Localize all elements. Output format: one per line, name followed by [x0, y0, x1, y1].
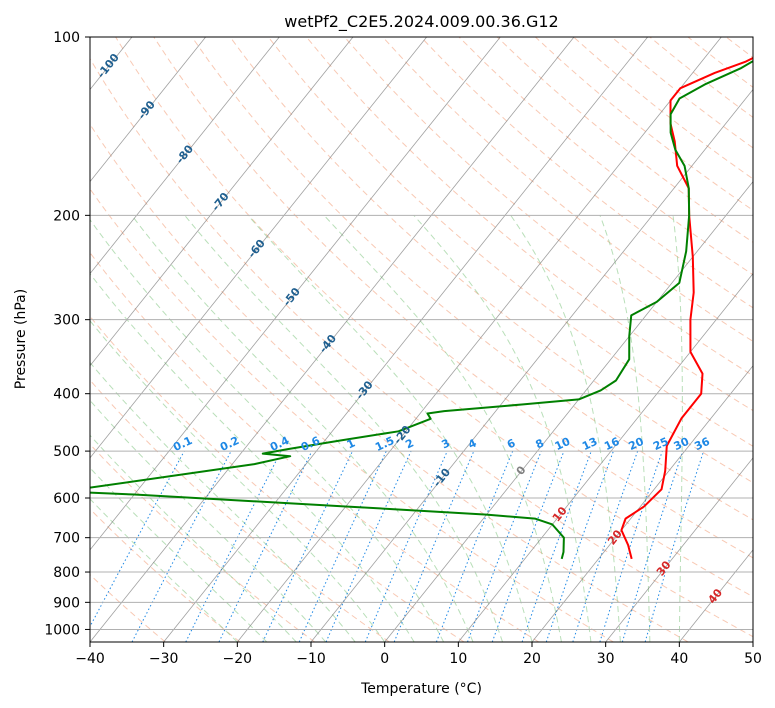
mixing-ratio-line — [599, 450, 663, 642]
sounding-series — [90, 56, 753, 560]
y-axis-ticks: 100 200 300 400 500 600 700 800 900 1000 — [44, 30, 90, 638]
y-tick-label: 600 — [53, 491, 80, 507]
dry-adiabat-line — [90, 443, 315, 642]
moist-adiabat-line — [510, 215, 621, 642]
isotherm-line — [237, 37, 722, 642]
isotherm-line — [90, 37, 354, 367]
isotherm-line — [90, 37, 501, 551]
mixing-ratio-label: 36 — [692, 435, 712, 453]
dry-adiabat-line — [229, 37, 753, 484]
y-tick-label: 200 — [53, 208, 80, 224]
dry-adiabat-line — [90, 315, 465, 642]
moist-adiabat-line — [90, 467, 268, 642]
mixing-ratio-line — [521, 450, 592, 642]
mixing-ratio-line — [325, 450, 412, 642]
moist-adiabat-line — [413, 215, 592, 642]
mixing-ratio-line — [435, 450, 514, 642]
dry-adiabat-line — [90, 251, 540, 642]
moist-adiabat-line — [90, 218, 445, 642]
mixing-ratio-label: 25 — [651, 435, 670, 453]
x-tick-label: 30 — [597, 651, 615, 667]
pressure-gridlines — [90, 37, 753, 630]
isotherm-line — [458, 273, 753, 642]
mixing-ratio-label: 16 — [602, 435, 622, 453]
y-tick-label: 500 — [53, 444, 80, 460]
mixing-ratio-line — [90, 450, 185, 628]
moist-adiabat-line — [90, 434, 297, 642]
chart-title: wetPf2_C2E5.2024.009.00.36.G12 — [284, 12, 558, 32]
mixing-ratio-line — [621, 450, 684, 642]
mixing-ratio-line — [185, 450, 282, 642]
moist-adiabat-line — [90, 319, 386, 642]
y-axis-label: Pressure (hPa) — [13, 289, 29, 389]
moist-adiabat-line — [90, 361, 356, 642]
y-tick-label: 1000 — [44, 622, 80, 638]
mixing-ratio-label: 10 — [553, 435, 573, 453]
dewpoint-line — [90, 59, 753, 560]
dry-adiabat-line — [306, 37, 753, 412]
moist-adiabat-line — [672, 215, 683, 642]
moist-adiabat-line — [184, 215, 504, 642]
x-axis-label: Temperature (°C) — [360, 681, 482, 697]
y-tick-label: 700 — [53, 531, 80, 547]
dry-adiabat-line — [90, 123, 689, 642]
y-tick-label: 100 — [53, 30, 80, 46]
x-tick-label: 40 — [670, 651, 688, 667]
moist-adiabat-line — [90, 399, 327, 642]
moist-adiabat-line — [599, 215, 651, 642]
temperature-line — [620, 56, 753, 560]
moist-adiabat-line — [90, 498, 238, 642]
isotherm-line — [310, 88, 753, 642]
mixing-ratio-line — [491, 450, 565, 642]
mixing-ratio-lines — [90, 450, 705, 642]
isotherm-line — [90, 37, 280, 275]
x-tick-label: 10 — [449, 651, 467, 667]
mixing-ratio-label: 13 — [580, 435, 599, 453]
mixing-ratio-line — [364, 450, 448, 642]
mixing-ratio-label: 30 — [672, 435, 692, 453]
moist-adiabat-line — [247, 215, 533, 642]
x-tick-label: 50 — [744, 651, 762, 667]
dry-adiabat-line — [90, 188, 614, 642]
x-tick-label: −10 — [296, 651, 326, 667]
mixing-ratio-label: 20 — [627, 435, 647, 453]
y-tick-label: 800 — [53, 565, 80, 581]
mixing-ratio-labels: 0.1 0.2 0.4 0.6 1 1.5 2 3 4 6 8 10 13 16 20 25 30 36 — [171, 434, 712, 454]
isotherm-line — [90, 37, 575, 642]
dry-adiabat-line — [267, 37, 753, 447]
dry-adiabat-line — [90, 379, 390, 642]
y-tick-label: 400 — [53, 387, 80, 403]
y-tick-label: 300 — [53, 313, 80, 329]
dry-adiabat-line — [90, 573, 166, 642]
mixing-ratio-line — [572, 450, 639, 642]
x-tick-label: −30 — [149, 651, 179, 667]
dry-adiabat-line — [344, 37, 753, 377]
x-tick-label: −20 — [223, 651, 253, 667]
x-axis-ticks: −40 −30 −20 −10 0 10 20 30 40 50 — [75, 642, 762, 667]
isotherm-line — [605, 457, 753, 642]
moist-adiabat-line — [90, 272, 415, 642]
y-tick-label: 900 — [53, 595, 80, 611]
x-tick-label: 20 — [523, 651, 541, 667]
x-tick-label: −40 — [75, 651, 105, 667]
isotherms — [90, 37, 753, 642]
isotherm-line — [531, 365, 753, 642]
dry-adiabats — [90, 37, 753, 642]
moist-adiabats — [90, 215, 683, 642]
isotherm-line — [384, 180, 753, 642]
mixing-ratio-line — [467, 450, 542, 642]
isotherm-line — [90, 37, 427, 459]
moist-adiabat-line — [323, 215, 562, 642]
x-tick-label: 0 — [380, 651, 389, 667]
plot-frame — [89, 36, 754, 643]
mixing-ratio-line — [545, 450, 614, 642]
plot-area: -100-90-80-70-60-50-40-30-20-10 010203040… — [90, 37, 753, 642]
dry-adiabat-line — [191, 37, 753, 521]
isotherm-line — [90, 37, 206, 183]
isotherm-line — [163, 37, 648, 642]
